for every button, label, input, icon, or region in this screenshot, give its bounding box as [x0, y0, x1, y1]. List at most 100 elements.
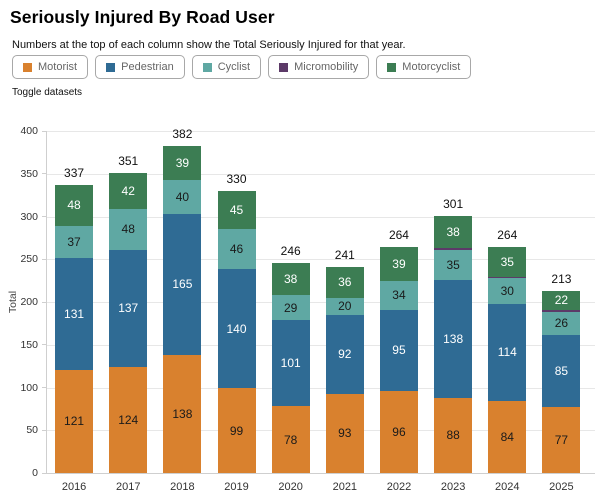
bar-segment-motorcyclist[interactable]: 48	[55, 184, 94, 226]
segment-value-label: 40	[175, 189, 190, 204]
legend-button-micromobility[interactable]: Micromobility	[268, 55, 370, 79]
legend-swatch-icon	[279, 62, 289, 72]
y-tick-mark	[42, 258, 47, 260]
bar-segment-motorist[interactable]: 96	[379, 390, 418, 473]
bar-segment-cyclist[interactable]: 30	[488, 278, 527, 304]
total-label: 382	[172, 127, 193, 142]
bar-segment-motorist[interactable]: 99	[217, 388, 256, 473]
x-tick-label: 2017	[115, 481, 141, 493]
y-axis-title: Total	[7, 290, 19, 314]
legend-button-pedestrian[interactable]: Pedestrian	[95, 55, 185, 79]
bar-segment-cyclist[interactable]: 20	[325, 297, 364, 315]
bar-segment-motorist[interactable]: 138	[163, 355, 202, 473]
bar-segment-motorist[interactable]: 77	[542, 407, 581, 473]
legend-button-motorist[interactable]: Motorist	[12, 55, 89, 79]
total-label: 264	[388, 228, 409, 243]
bar-segment-pedestrian[interactable]: 137	[109, 249, 148, 367]
bar-segment-motorist[interactable]: 84	[488, 401, 527, 473]
bar-segment-motorcyclist[interactable]: 45	[217, 190, 256, 230]
segment-value-label: 38	[283, 271, 298, 286]
bar-segment-pedestrian[interactable]: 138	[434, 279, 473, 398]
segment-value-label: 34	[392, 288, 406, 303]
legend-label: Motorcyclist	[402, 61, 461, 73]
y-tick-mark	[42, 130, 47, 132]
bar-segment-pedestrian[interactable]: 101	[271, 319, 310, 407]
bar-segment-motorist[interactable]: 93	[325, 393, 364, 473]
bar-segment-micromobility[interactable]	[488, 277, 527, 279]
segment-value-label: 42	[121, 183, 135, 198]
bar-segment-motorist[interactable]: 88	[434, 397, 473, 473]
bar-segment-cyclist[interactable]: 37	[55, 225, 94, 258]
segment-value-label: 35	[446, 257, 460, 272]
bar-segment-motorcyclist[interactable]: 39	[163, 146, 202, 180]
legend-label: Pedestrian	[121, 61, 174, 73]
segment-value-label: 84	[500, 430, 514, 445]
legend: Motorist Pedestrian Cyclist Micromobility Mo…	[12, 55, 472, 79]
bar-segment-cyclist[interactable]: 34	[379, 280, 418, 310]
bar-segment-motorcyclist[interactable]: 38	[271, 262, 310, 296]
segment-value-label: 138	[172, 407, 193, 421]
x-tick-label: 2023	[440, 481, 466, 493]
legend-button-motorcyclist[interactable]: Motorcyclist	[376, 55, 472, 79]
bar-segment-motorcyclist[interactable]: 39	[379, 247, 418, 281]
page-title: Seriously Injured By Road User	[10, 7, 275, 27]
gridline	[47, 216, 595, 218]
bar-segment-cyclist[interactable]: 26	[542, 312, 581, 335]
segment-value-label: 78	[283, 432, 298, 447]
bar-segment-pedestrian[interactable]: 92	[325, 314, 364, 394]
segment-value-label: 39	[175, 156, 190, 171]
bar-segment-pedestrian[interactable]: 114	[488, 303, 527, 402]
segment-value-label: 140	[226, 321, 247, 336]
legend-button-cyclist[interactable]: Cyclist	[191, 55, 262, 79]
bar-segment-motorcyclist[interactable]: 36	[325, 266, 364, 298]
bar-segment-pedestrian[interactable]: 165	[163, 213, 202, 356]
segment-value-label: 22	[554, 293, 569, 308]
legend-swatch-icon	[387, 62, 397, 72]
legend-swatch-icon	[23, 62, 32, 72]
bar-segment-motorcyclist[interactable]: 38	[434, 215, 473, 249]
segment-value-label: 77	[554, 433, 569, 448]
bar-segment-cyclist[interactable]: 35	[434, 249, 473, 280]
bar-segment-motorist[interactable]: 124	[109, 366, 148, 473]
bar-segment-motorist[interactable]: 78	[271, 406, 310, 473]
x-tick-label: 2016	[61, 481, 87, 493]
bar-segment-micromobility[interactable]	[434, 248, 473, 250]
gridline	[47, 259, 595, 261]
legend-label: Motorist	[38, 61, 78, 73]
legend-label: Cyclist	[217, 61, 251, 73]
toggle-datasets-label: Toggle datasets	[12, 87, 83, 98]
total-label: 264	[497, 228, 518, 243]
y-tick-mark	[42, 429, 47, 431]
bar-segment-motorcyclist[interactable]: 35	[488, 247, 527, 278]
bar-segment-micromobility[interactable]	[542, 309, 581, 313]
x-tick-label: 2018	[170, 481, 195, 493]
bar-segment-cyclist[interactable]: 40	[163, 179, 202, 214]
bar-segment-pedestrian[interactable]: 85	[542, 334, 581, 408]
gridline	[47, 302, 595, 303]
bar-segment-pedestrian[interactable]: 131	[55, 257, 94, 370]
bar-segment-cyclist[interactable]: 29	[271, 295, 310, 320]
bar-segment-motorcyclist[interactable]: 22	[542, 290, 581, 310]
bar-segment-pedestrian[interactable]: 140	[217, 268, 256, 389]
bar-segment-pedestrian[interactable]: 95	[379, 309, 418, 391]
bar-segment-cyclist[interactable]: 48	[109, 208, 148, 250]
segment-value-label: 36	[338, 275, 352, 290]
gridline	[47, 387, 595, 389]
gridline	[47, 173, 595, 175]
segment-value-label: 138	[443, 331, 464, 346]
legend-swatch-icon	[106, 62, 116, 72]
segment-value-label: 93	[338, 426, 352, 441]
chart-subtitle: Numbers at the top of each column show t…	[12, 39, 406, 51]
segment-value-label: 124	[118, 412, 139, 427]
bar-segment-cyclist[interactable]: 46	[217, 229, 256, 269]
segment-value-label: 95	[392, 343, 406, 358]
total-label: 330	[226, 171, 247, 186]
bar-segment-motorcyclist[interactable]: 42	[109, 172, 148, 209]
y-tick-mark	[42, 173, 47, 175]
total-label: 337	[64, 165, 85, 180]
bar-segment-motorist[interactable]: 121	[55, 369, 94, 473]
gridline	[47, 344, 595, 346]
total-label: 241	[334, 247, 355, 262]
segment-value-label: 26	[554, 316, 569, 331]
y-axis-line	[46, 131, 47, 473]
